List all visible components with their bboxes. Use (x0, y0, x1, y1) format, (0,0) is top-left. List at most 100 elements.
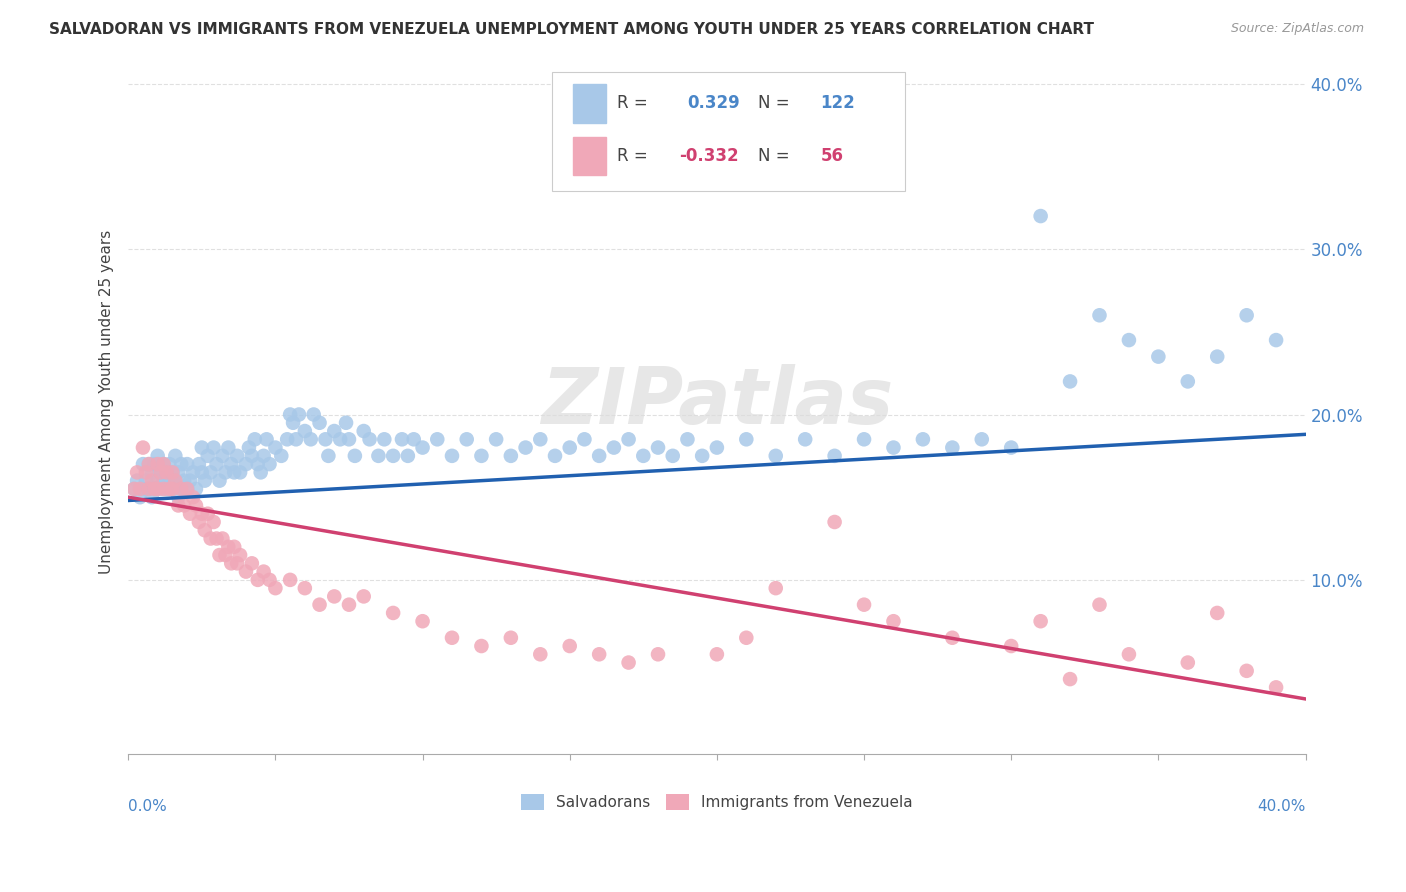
Point (129, 490, 152, 504)
Point (129, 482, 152, 496)
Point (125, 474, 148, 488)
Point (141, 490, 163, 504)
Point (167, 490, 190, 504)
Point (152, 457, 174, 471)
Point (1236, 664, 1258, 678)
Point (205, 532, 228, 546)
Point (544, 449, 567, 463)
Point (152, 482, 174, 496)
Point (690, 449, 713, 463)
Point (470, 449, 492, 463)
Point (143, 482, 166, 496)
Bar (574, 84, 606, 123)
Point (294, 424, 316, 438)
Point (485, 432, 508, 446)
Point (1059, 375, 1081, 389)
Y-axis label: Unemployment Among Youth under 25 years: Unemployment Among Youth under 25 years (100, 230, 114, 574)
Point (882, 441, 904, 455)
Point (302, 408, 325, 422)
Point (146, 457, 169, 471)
Point (235, 565, 257, 579)
Point (132, 441, 155, 455)
Point (1177, 375, 1199, 389)
Point (152, 457, 174, 471)
Point (412, 614, 434, 628)
Point (529, 432, 551, 446)
Point (1000, 639, 1022, 653)
Point (367, 449, 389, 463)
Bar (574, 136, 606, 176)
Point (765, 449, 787, 463)
Text: 122: 122 (821, 95, 855, 112)
Point (440, 449, 463, 463)
Point (735, 631, 758, 645)
Point (412, 441, 434, 455)
Point (323, 590, 346, 604)
Point (335, 416, 357, 430)
Point (1265, 681, 1288, 695)
Point (256, 432, 278, 446)
Point (152, 474, 174, 488)
Point (794, 432, 817, 446)
Point (226, 557, 249, 571)
Point (146, 482, 169, 496)
Point (224, 540, 246, 554)
Point (191, 441, 214, 455)
Point (343, 449, 366, 463)
Point (155, 466, 177, 480)
Point (278, 408, 301, 422)
Point (191, 466, 214, 480)
Point (138, 482, 160, 496)
Point (240, 557, 263, 571)
Point (141, 466, 163, 480)
Point (402, 432, 425, 446)
Point (1088, 308, 1111, 322)
Point (382, 606, 405, 620)
Point (529, 648, 551, 662)
Point (135, 466, 157, 480)
Point (184, 482, 207, 496)
Point (617, 656, 640, 670)
Point (499, 449, 522, 463)
Point (214, 548, 236, 562)
Point (318, 449, 340, 463)
Point (456, 432, 478, 446)
Point (259, 573, 281, 587)
Point (359, 432, 381, 446)
Point (159, 482, 181, 496)
Point (246, 573, 269, 587)
Point (176, 482, 198, 496)
Point (205, 457, 228, 471)
Point (276, 432, 298, 446)
Point (824, 515, 846, 529)
Point (633, 449, 655, 463)
Point (155, 482, 177, 496)
Point (162, 482, 184, 496)
Point (162, 482, 184, 496)
Point (138, 457, 160, 471)
Text: N =: N = (758, 95, 794, 112)
Point (1088, 598, 1111, 612)
Point (294, 581, 316, 595)
Point (202, 441, 225, 455)
Point (329, 432, 352, 446)
Point (1206, 606, 1229, 620)
Point (179, 507, 201, 521)
Point (617, 432, 640, 446)
Point (285, 432, 308, 446)
Point (288, 408, 311, 422)
Point (941, 441, 963, 455)
Point (173, 499, 195, 513)
Text: SALVADORAN VS IMMIGRANTS FROM VENEZUELA UNEMPLOYMENT AMONG YOUTH UNDER 25 YEARS : SALVADORAN VS IMMIGRANTS FROM VENEZUELA … (49, 22, 1094, 37)
Point (515, 441, 537, 455)
Point (882, 614, 904, 628)
Point (219, 457, 242, 471)
Point (211, 532, 233, 546)
Point (353, 590, 375, 604)
Point (603, 441, 626, 455)
Point (167, 499, 190, 513)
Point (1029, 614, 1052, 628)
Point (470, 639, 492, 653)
Point (208, 474, 231, 488)
Point (259, 457, 281, 471)
